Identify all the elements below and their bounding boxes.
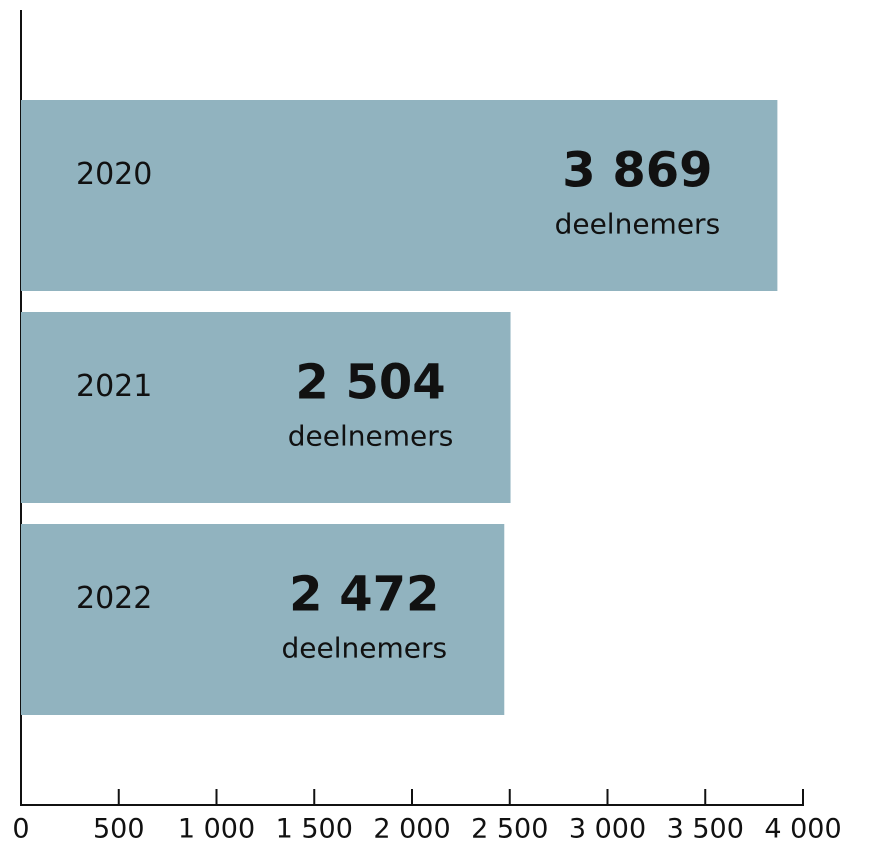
bar — [21, 100, 778, 291]
value-label: 2 472 — [289, 567, 439, 623]
category-label: 2022 — [76, 581, 152, 616]
x-tick-label: 2 000 — [373, 814, 450, 845]
bar — [21, 524, 505, 715]
x-tick-label: 2 500 — [471, 814, 548, 845]
x-tick-label: 500 — [93, 814, 145, 845]
x-tick-label: 3 500 — [667, 814, 744, 845]
category-label: 2021 — [76, 369, 152, 404]
x-tick-label: 1 500 — [276, 814, 353, 845]
unit-label: deelnemers — [288, 420, 454, 453]
bar — [21, 312, 511, 503]
x-tick-label: 0 — [12, 814, 29, 845]
x-tick-label: 1 000 — [178, 814, 255, 845]
x-tick-label: 4 000 — [764, 814, 841, 845]
value-label: 3 869 — [562, 143, 712, 199]
unit-label: deelnemers — [281, 632, 447, 665]
value-label: 2 504 — [295, 355, 445, 411]
category-label: 2020 — [76, 157, 152, 192]
unit-label: deelnemers — [555, 208, 721, 241]
x-tick-label: 3 000 — [569, 814, 646, 845]
